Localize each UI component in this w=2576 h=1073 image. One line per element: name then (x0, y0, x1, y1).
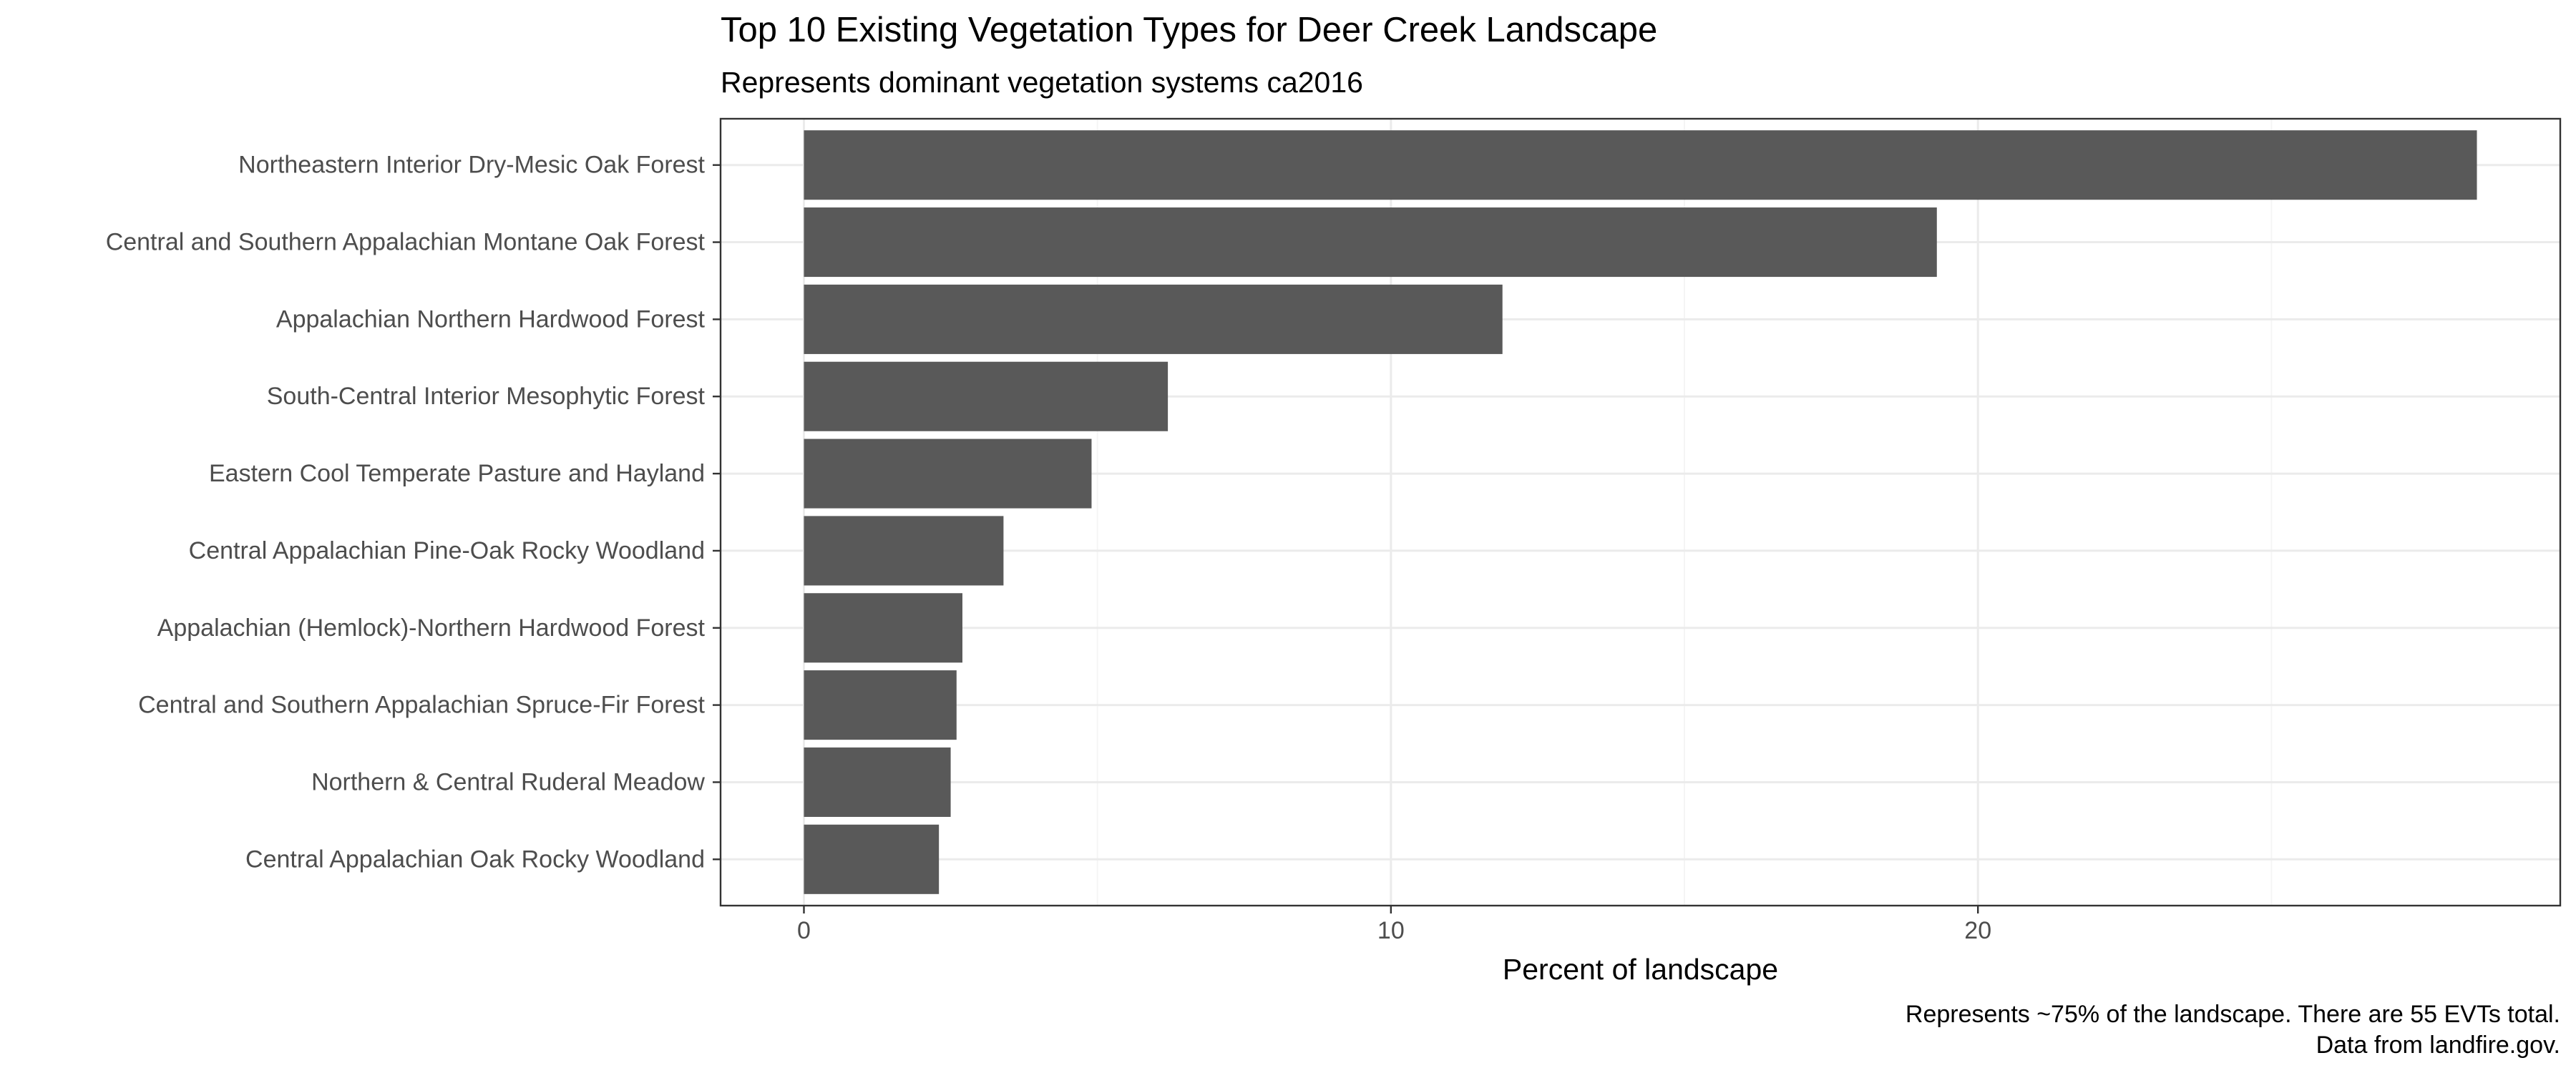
y-axis: Northeastern Interior Dry-Mesic Oak Fore… (106, 152, 721, 873)
category-label: Northeastern Interior Dry-Mesic Oak Fore… (238, 152, 705, 179)
category-label: Northern & Central Ruderal Meadow (311, 768, 705, 795)
x-axis: 0 10 20 (797, 906, 1991, 944)
category-label: Eastern Cool Temperate Pasture and Hayla… (209, 460, 705, 487)
caption-line: Data from landfire.gov. (2316, 1032, 2560, 1059)
category-label: Central and Southern Appalachian Spruce-… (138, 692, 705, 719)
x-tick-label: 20 (1964, 917, 1991, 944)
x-axis-title: Percent of landscape (1503, 953, 1778, 986)
bar (804, 438, 1092, 509)
bar (804, 361, 1169, 431)
category-label: Central Appalachian Pine-Oak Rocky Woodl… (189, 537, 705, 564)
category-label: Central Appalachian Oak Rocky Woodland (245, 846, 705, 873)
bar (804, 593, 962, 663)
panel-border (719, 117, 2562, 907)
bar (804, 130, 2477, 200)
bar (804, 824, 940, 894)
category-label: Appalachian (Hemlock)-Northern Hardwood … (157, 614, 706, 642)
chart-subtitle: Represents dominant vegetation systems c… (721, 66, 1363, 99)
chart-title: Top 10 Existing Vegetation Types for Dee… (721, 11, 1657, 49)
bar (804, 670, 957, 740)
category-label: South-Central Interior Mesophytic Forest (267, 383, 706, 410)
bar (804, 747, 951, 817)
x-tick-label: 10 (1377, 917, 1405, 944)
bars (804, 130, 2477, 894)
bar (804, 284, 1503, 354)
x-tick-label: 0 (797, 917, 811, 944)
bar (804, 516, 1004, 586)
bar (804, 207, 1937, 278)
caption-line: Represents ~75% of the landscape. There … (1906, 1001, 2560, 1028)
category-label: Central and Southern Appalachian Montane… (106, 229, 706, 256)
caption: Represents ~75% of the landscape. There … (1906, 1001, 2560, 1059)
category-label: Appalachian Northern Hardwood Forest (276, 305, 706, 333)
